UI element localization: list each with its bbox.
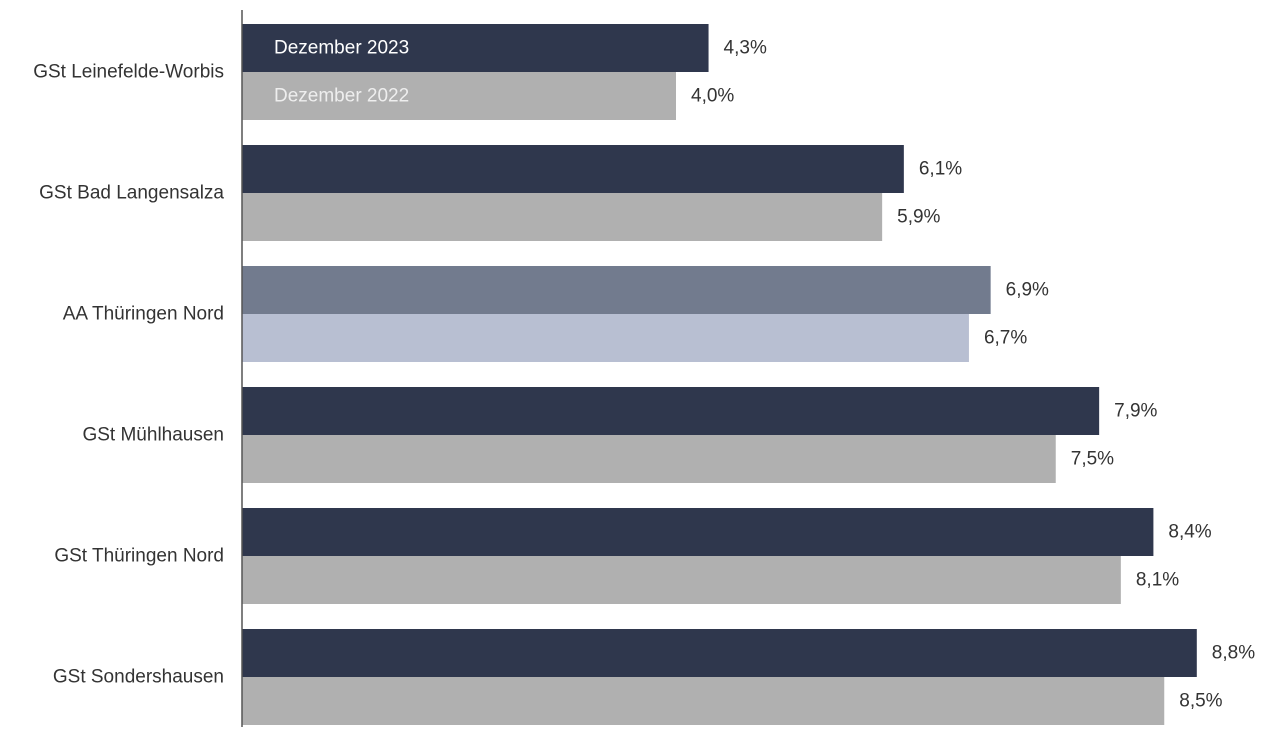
category-label-gst-sondershausen: GSt Sondershausen xyxy=(53,667,224,688)
labels-layer: GSt Leinefelde-Worbis 4,3% 4,0% GSt Bad Lan… xyxy=(33,38,1255,712)
value-label-dezember-2023-gst-bad-langensalza: 6,1% xyxy=(919,159,962,180)
bar-dezember-2022-gst-leinefelde-worbis xyxy=(242,72,676,120)
bars-layer xyxy=(242,24,1197,725)
bar-dezember-2022-gst-bad-langensalza xyxy=(242,193,883,241)
bar-dezember-2022-gst-thueringen-nord xyxy=(242,556,1121,604)
value-label-dezember-2023-gst-muehlhausen: 7,9% xyxy=(1114,401,1157,422)
bar-dezember-2023-gst-muehlhausen xyxy=(242,387,1100,435)
value-label-dezember-2023-gst-sondershausen: 8,8% xyxy=(1212,643,1255,664)
bar-dezember-2022-aa-thueringen-nord xyxy=(242,314,969,362)
value-label-dezember-2022-gst-bad-langensalza: 5,9% xyxy=(897,207,940,228)
category-label-aa-thueringen-nord: AA Thüringen Nord xyxy=(63,304,224,325)
value-label-dezember-2022-gst-thueringen-nord: 8,1% xyxy=(1136,570,1179,591)
value-label-dezember-2023-gst-thueringen-nord: 8,4% xyxy=(1168,522,1211,543)
category-label-gst-leinefelde-worbis: GSt Leinefelde-Worbis xyxy=(33,62,224,83)
bar-dezember-2022-gst-muehlhausen xyxy=(242,435,1056,483)
bar-dezember-2023-gst-sondershausen xyxy=(242,629,1197,677)
value-label-dezember-2023-aa-thueringen-nord: 6,9% xyxy=(1006,280,1049,301)
value-label-dezember-2022-gst-leinefelde-worbis: 4,0% xyxy=(691,86,734,107)
legend-label-dezember-2023: Dezember 2023 xyxy=(274,38,409,59)
value-label-dezember-2022-gst-sondershausen: 8,5% xyxy=(1179,691,1222,712)
bar-dezember-2023-aa-thueringen-nord xyxy=(242,266,991,314)
category-label-gst-muehlhausen: GSt Mühlhausen xyxy=(82,425,224,446)
category-label-gst-thueringen-nord: GSt Thüringen Nord xyxy=(54,546,224,567)
bar-dezember-2022-gst-sondershausen xyxy=(242,677,1165,725)
category-label-gst-bad-langensalza: GSt Bad Langensalza xyxy=(39,183,224,204)
value-label-dezember-2022-aa-thueringen-nord: 6,7% xyxy=(984,328,1027,349)
bar-dezember-2023-gst-bad-langensalza xyxy=(242,145,904,193)
value-label-dezember-2023-gst-leinefelde-worbis: 4,3% xyxy=(724,38,767,59)
value-label-dezember-2022-gst-muehlhausen: 7,5% xyxy=(1071,449,1114,470)
bar-dezember-2023-gst-leinefelde-worbis xyxy=(242,24,709,72)
legend-label-dezember-2022: Dezember 2022 xyxy=(274,86,409,107)
bar-dezember-2023-gst-thueringen-nord xyxy=(242,508,1154,556)
